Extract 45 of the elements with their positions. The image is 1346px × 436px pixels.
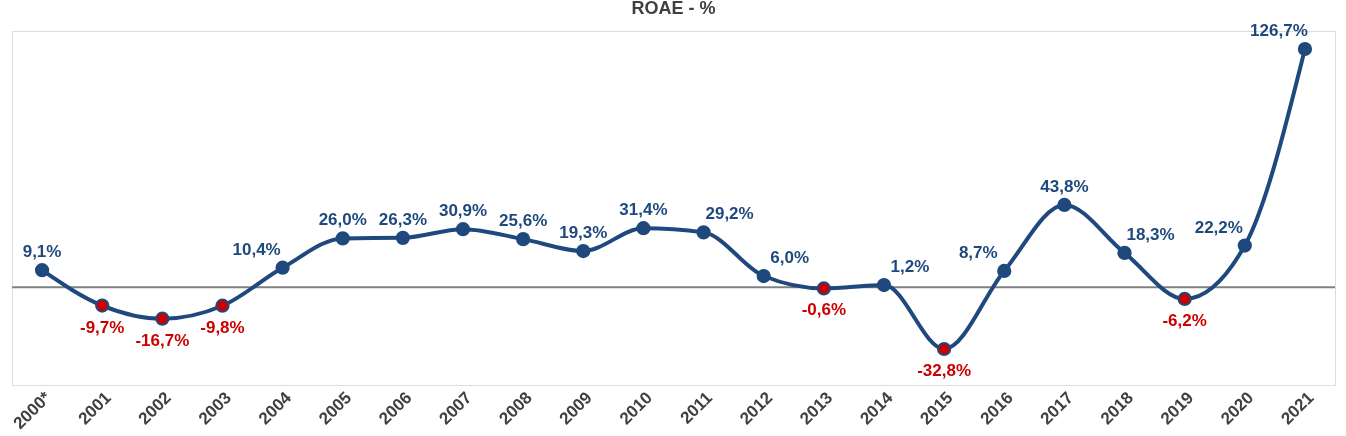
point xyxy=(34,263,50,278)
point xyxy=(636,221,651,236)
data-label: 18,3% xyxy=(1126,224,1175,244)
point xyxy=(516,232,531,247)
data-label: 6,0% xyxy=(770,248,810,268)
point xyxy=(335,231,350,246)
data-label: -32,8% xyxy=(917,361,972,380)
point xyxy=(696,225,711,240)
chart-title: ROAE - % xyxy=(631,0,716,18)
point xyxy=(1117,245,1132,260)
data-label: 25,6% xyxy=(499,211,548,231)
data-label: 8,7% xyxy=(958,242,998,262)
data-label: -9,8% xyxy=(200,317,245,337)
data-label: 10,4% xyxy=(232,239,281,259)
point xyxy=(756,268,771,284)
data-label: 26,3% xyxy=(378,209,427,229)
point xyxy=(936,341,952,357)
data-label: 43,8% xyxy=(1040,176,1089,196)
point xyxy=(576,243,591,259)
point xyxy=(395,230,411,245)
data-label: 9,1% xyxy=(22,242,62,262)
data-label: 26,0% xyxy=(318,210,367,230)
point xyxy=(95,298,110,313)
point xyxy=(1297,41,1313,57)
point xyxy=(1237,238,1252,253)
data-label: 29,2% xyxy=(705,204,754,224)
data-label: 19,3% xyxy=(559,223,608,243)
data-label: 31,4% xyxy=(619,200,668,220)
data-label: -9,7% xyxy=(79,317,125,337)
point xyxy=(215,298,230,313)
data-label: 1,2% xyxy=(890,257,930,277)
point xyxy=(1177,291,1192,307)
data-label: 22,2% xyxy=(1194,217,1243,237)
data-label: -0,6% xyxy=(801,300,847,320)
point xyxy=(997,263,1012,279)
point xyxy=(275,260,290,275)
point xyxy=(455,222,471,237)
point xyxy=(876,277,892,293)
data-label: -6,2% xyxy=(1162,310,1207,330)
point xyxy=(155,311,170,326)
point xyxy=(816,281,831,296)
data-label: -16,7% xyxy=(135,330,190,350)
data-label: 126,7% xyxy=(1250,21,1308,40)
point xyxy=(1057,197,1072,213)
data-label: 30,9% xyxy=(438,201,488,221)
